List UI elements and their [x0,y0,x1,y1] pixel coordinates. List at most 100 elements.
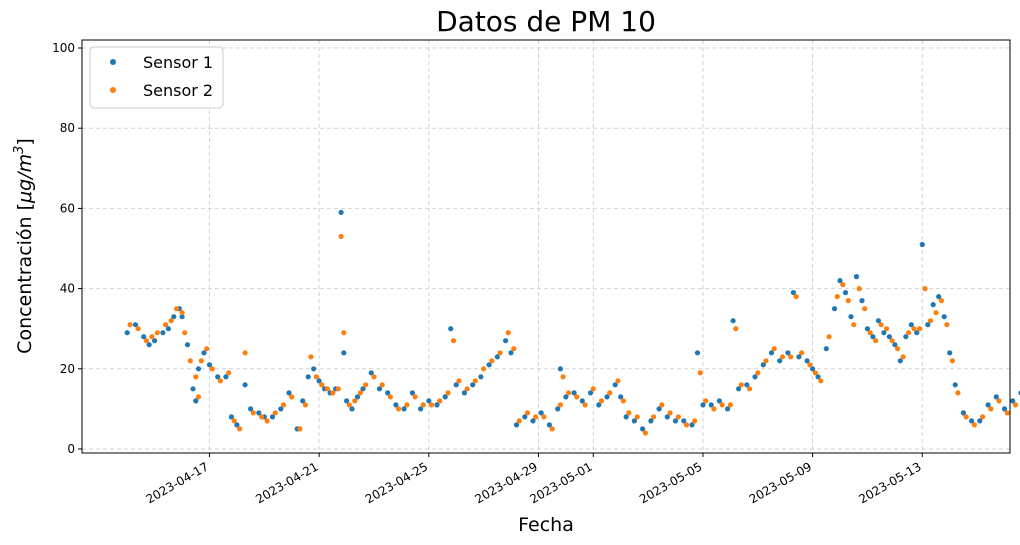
data-point [163,322,169,328]
data-point [557,366,564,372]
data-point [727,402,734,408]
x-tick-label: 2023-04-21 [253,459,320,506]
data-point [927,318,934,324]
data-point [640,426,646,432]
data-point [719,402,725,408]
data-point [867,330,873,336]
data-point [793,294,799,300]
data-point [884,326,890,332]
data-point [634,414,640,420]
data-point [845,298,851,304]
data-point [779,354,786,360]
data-point [511,346,517,352]
data-point [730,318,736,324]
data-point [768,350,775,356]
data-point [1012,402,1019,408]
data-point [930,302,936,308]
data-point [612,382,618,388]
data-point [206,362,213,368]
data-point [810,366,816,372]
data-point [831,306,838,312]
data-point [790,290,797,296]
data-point [689,422,695,428]
data-point [237,426,243,432]
data-point [859,298,865,304]
data-point [1004,410,1010,416]
data-point [481,366,487,372]
data-point [683,422,690,428]
x-tick-label: 2023-05-09 [747,459,814,506]
data-point [812,370,819,376]
data-point [124,330,130,336]
data-point [596,402,602,408]
data-point [363,382,369,388]
data-point [434,402,440,408]
data-point [697,370,703,376]
data-point [618,394,624,400]
data-point [755,370,761,376]
data-point [914,330,920,336]
chart-title: Datos de PM 10 [436,5,656,38]
data-point [763,358,769,364]
data-point [132,322,139,328]
data-point [316,378,322,384]
data-point [919,241,925,248]
data-point [242,382,248,388]
data-point [681,418,687,424]
data-point [672,418,679,424]
data-point [837,278,843,284]
data-point [278,406,284,412]
data-point [503,338,509,344]
data-point [428,402,435,408]
y-label-slash: / [14,170,36,181]
data-point [182,330,188,336]
data-point [357,390,363,396]
data-point [557,402,564,408]
data-point [911,326,917,332]
data-point [385,390,391,396]
data-point [154,330,160,336]
data-point [305,374,311,380]
x-axis: 2023-04-17 2023-04-21 2023-04-25 2023-04-29… [144,453,924,506]
data-point [604,394,610,400]
data-point [897,358,903,364]
data-point [404,402,410,408]
data-point [297,426,303,432]
data-point [642,430,649,436]
data-point [1001,406,1008,412]
data-point [881,330,887,336]
data-point [256,410,262,416]
data-point [947,350,953,356]
data-point [193,374,199,380]
y-tick-label: 0 [67,442,75,456]
data-point [179,314,185,320]
data-point [280,402,287,408]
data-point [873,338,879,344]
data-points [124,209,1020,436]
data-point [242,350,248,356]
data-point [346,402,352,408]
data-point [324,386,330,392]
data-point [815,374,821,380]
x-tick-label: 2023-04-17 [144,459,211,506]
data-point [549,426,555,432]
data-point [472,378,478,384]
data-point [700,402,706,408]
data-point [168,318,174,324]
data-point [703,398,709,404]
data-point [955,390,961,396]
legend-box [89,46,224,109]
data-point [807,362,813,368]
data-point [777,358,783,364]
data-point [533,414,539,420]
data-point [889,338,895,344]
data-point [788,354,794,360]
data-point [286,390,292,396]
data-point [651,414,657,420]
data-point [330,390,336,396]
data-point [272,410,278,416]
data-point [571,390,577,396]
data-point [620,398,627,404]
data-point [396,406,402,412]
data-point [478,374,484,380]
